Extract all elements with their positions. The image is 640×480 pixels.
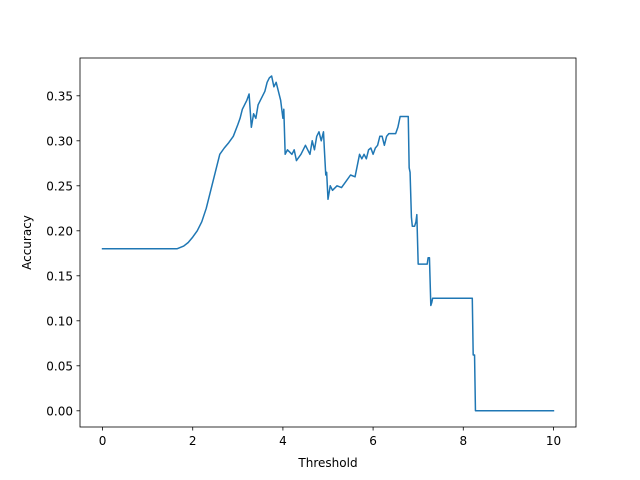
y-tick-label: 0.20 — [46, 224, 73, 238]
x-tick-label: 0 — [99, 434, 107, 448]
plot-frame — [79, 57, 577, 428]
y-tick-label: 0.30 — [46, 134, 73, 148]
y-tick-label: 0.10 — [46, 314, 73, 328]
x-tick-label: 4 — [279, 434, 287, 448]
plot-area — [80, 58, 576, 427]
x-tick-label: 10 — [546, 434, 561, 448]
y-tick-label: 0.00 — [46, 404, 73, 418]
y-axis-label: Accuracy — [20, 215, 34, 270]
series-line — [101, 75, 555, 412]
x-tick-label: 2 — [189, 434, 197, 448]
x-axis-label: Threshold — [297, 456, 357, 470]
x-tick-label: 8 — [459, 434, 467, 448]
x-axis-ticks: 0 2 4 6 8 10 — [99, 427, 561, 448]
y-tick-label: 0.15 — [46, 269, 73, 283]
y-tick-label: 0.05 — [46, 359, 73, 373]
y-tick-label: 0.25 — [46, 179, 73, 193]
x-tick-label: 6 — [369, 434, 377, 448]
y-tick-label: 0.35 — [46, 89, 73, 103]
y-axis-ticks: 0.00 0.05 0.10 0.15 0.20 0.25 0.30 0.35 — [46, 89, 80, 418]
